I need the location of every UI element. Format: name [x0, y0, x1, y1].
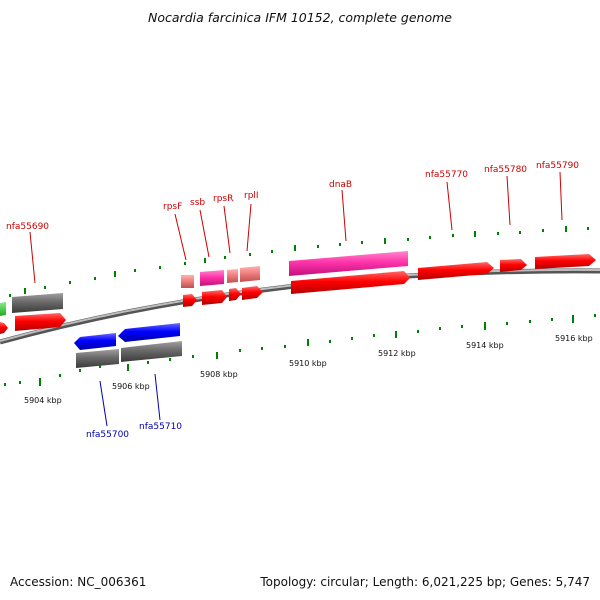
gene-arrow-rpsF[interactable] — [183, 294, 197, 307]
gray-feature-nfa55710[interactable] — [121, 341, 182, 362]
gene-label-nfa55690[interactable]: nfa55690 — [6, 222, 49, 232]
gene-arrow-nfa55780[interactable] — [500, 259, 527, 272]
gene-label-nfa55710[interactable]: nfa55710 — [139, 422, 182, 432]
gene-label-nfa55700[interactable]: nfa55700 — [86, 430, 129, 440]
gene-label-rpsF[interactable]: rpsF — [163, 202, 182, 212]
plus-tick-track — [9, 226, 589, 297]
gene-arrow-nfa55700[interactable] — [74, 333, 116, 350]
genome-summary-text: Topology: circular; Length: 6,021,225 bp… — [260, 575, 590, 589]
map-title: Nocardia farcinica IFM 10152, complete g… — [148, 10, 452, 25]
minus-tick-track — [4, 314, 596, 386]
axis-label-5912: 5912 kbp — [378, 349, 416, 358]
axis-label-5904: 5904 kbp — [24, 396, 62, 405]
green-feature[interactable] — [0, 302, 6, 316]
salmon-feature-rpsF[interactable] — [181, 275, 194, 288]
axis-label-5908: 5908 kbp — [200, 370, 238, 379]
gene-label-nfa55770[interactable]: nfa55770 — [425, 170, 468, 180]
axis-label-5910: 5910 kbp — [289, 359, 327, 368]
gene-arrow-dnaB[interactable] — [291, 271, 410, 294]
label-leaders — [29, 171, 563, 427]
minus-strand-genes — [74, 323, 182, 368]
gene-arrow-rplI[interactable] — [242, 286, 263, 300]
salmon-feature-rplI[interactable] — [240, 266, 260, 282]
axis-label-5906: 5906 kbp — [112, 382, 150, 391]
gene-label-rplI[interactable]: rplI — [244, 191, 259, 201]
gene-label-ssb[interactable]: ssb — [190, 198, 205, 208]
plus-strand-genes — [0, 254, 596, 334]
gene-label-nfa55790[interactable]: nfa55790 — [536, 161, 579, 171]
gray-feature-nfa55700[interactable] — [76, 349, 119, 368]
pink-feature-dnaB[interactable] — [289, 251, 408, 276]
gene-arrow-rpsR[interactable] — [229, 288, 241, 301]
axis-label-5914: 5914 kbp — [466, 341, 504, 350]
gene-label-rpsR[interactable]: rpsR — [213, 194, 233, 204]
genome-backbone — [0, 268, 600, 345]
gene-arrow-nfa55690[interactable] — [15, 313, 66, 331]
gene-arrow-left-edge[interactable] — [0, 322, 8, 334]
gene-arrow-nfa55710[interactable] — [118, 323, 180, 342]
gene-label-dnaB[interactable]: dnaB — [329, 180, 352, 190]
pink-feature-ssb[interactable] — [200, 270, 224, 286]
gray-feature-nfa55690[interactable] — [12, 293, 63, 313]
gene-arrow-nfa55790[interactable] — [535, 254, 596, 269]
upper-feature-row — [0, 251, 408, 316]
gene-label-nfa55780[interactable]: nfa55780 — [484, 165, 527, 175]
axis-label-5916: 5916 kbp — [555, 334, 593, 343]
gene-arrow-nfa55770[interactable] — [418, 262, 494, 280]
accession-text: Accession: NC_006361 — [10, 575, 147, 589]
gene-arrow-ssb[interactable] — [202, 290, 227, 305]
salmon-feature-rpsR[interactable] — [227, 269, 238, 283]
